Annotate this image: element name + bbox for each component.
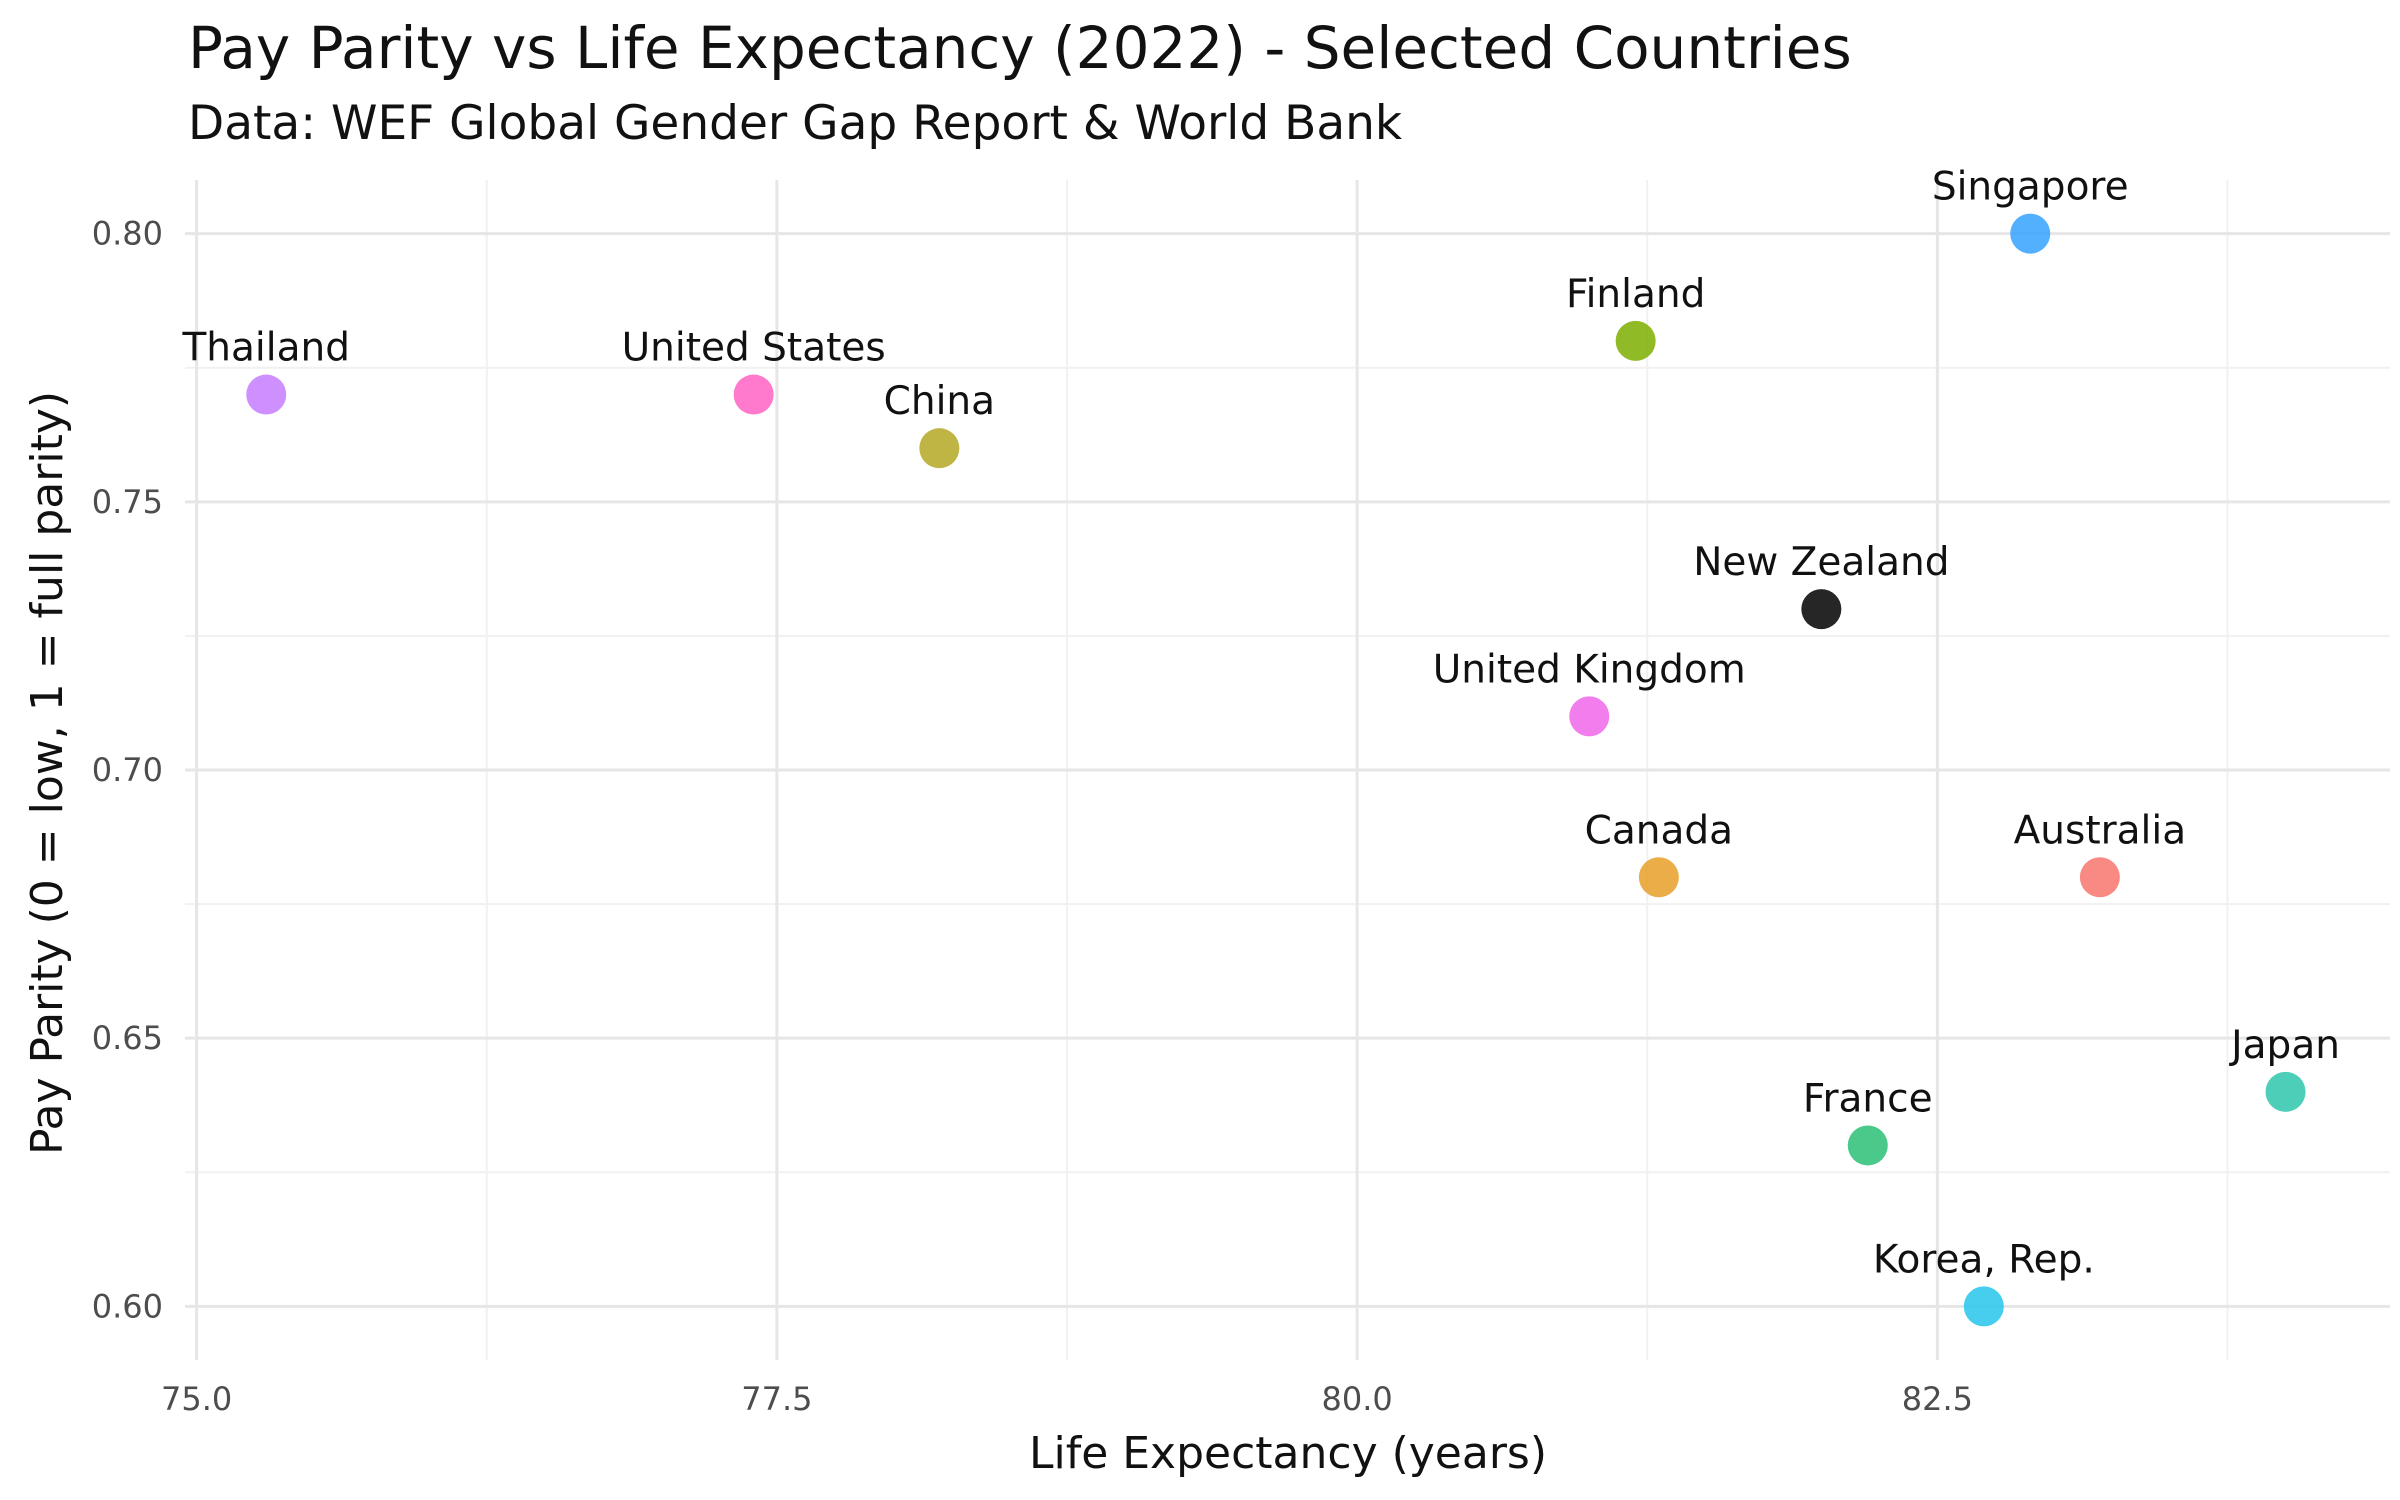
y-tick-label: 0.65 xyxy=(92,1019,163,1057)
point-label: Singapore xyxy=(1932,165,2129,210)
data-point xyxy=(1638,857,1679,898)
x-axis-title: Life Expectancy (years) xyxy=(1029,1428,1547,1479)
y-tick-label: 0.80 xyxy=(92,215,163,253)
point-label: France xyxy=(1803,1076,1933,1121)
point-label: Finland xyxy=(1566,272,1705,317)
point-label: China xyxy=(884,379,995,424)
data-point xyxy=(2010,213,2051,254)
y-axis-title: Pay Parity (0 = low, 1 = full parity) xyxy=(22,391,73,1155)
point-label: Thailand xyxy=(181,326,349,371)
point-labels: Singapore Finland Thailand United States Chi… xyxy=(181,165,2339,1283)
chart-subtitle: Data: WEF Global Gender Gap Report & Wor… xyxy=(188,96,1403,151)
axis-tick-labels: 75.0 77.5 80.0 82.5 0.60 0.65 0.70 0.75 0.80 xyxy=(92,215,1973,1418)
point-label: United Kingdom xyxy=(1433,647,1746,692)
x-tick-label: 75.0 xyxy=(161,1380,232,1418)
data-point xyxy=(2265,1071,2306,1112)
point-label: United States xyxy=(622,326,886,371)
y-tick-label: 0.60 xyxy=(92,1287,163,1325)
x-tick-label: 77.5 xyxy=(741,1380,812,1418)
grid-lines xyxy=(185,180,2390,1360)
y-tick-label: 0.75 xyxy=(92,483,163,521)
data-point xyxy=(919,428,960,469)
data-point xyxy=(733,374,774,415)
chart-title: Pay Parity vs Life Expectancy (2022) - S… xyxy=(188,14,1852,82)
x-tick-label: 80.0 xyxy=(1322,1380,1393,1418)
point-label: Australia xyxy=(2014,808,2187,853)
data-point xyxy=(1963,1286,2004,1327)
data-point xyxy=(1847,1125,1888,1166)
point-label: New Zealand xyxy=(1693,540,1949,585)
data-point xyxy=(1569,696,1610,737)
point-label: Japan xyxy=(2228,1023,2340,1068)
x-tick-label: 82.5 xyxy=(1902,1380,1973,1418)
point-label: Korea, Rep. xyxy=(1873,1237,2095,1282)
data-point xyxy=(246,374,287,415)
data-point xyxy=(1801,589,1842,630)
data-point xyxy=(2079,857,2120,898)
data-point xyxy=(1615,320,1656,361)
point-label: Canada xyxy=(1585,808,1733,853)
y-tick-label: 0.70 xyxy=(92,751,163,789)
data-points xyxy=(246,213,2306,1327)
